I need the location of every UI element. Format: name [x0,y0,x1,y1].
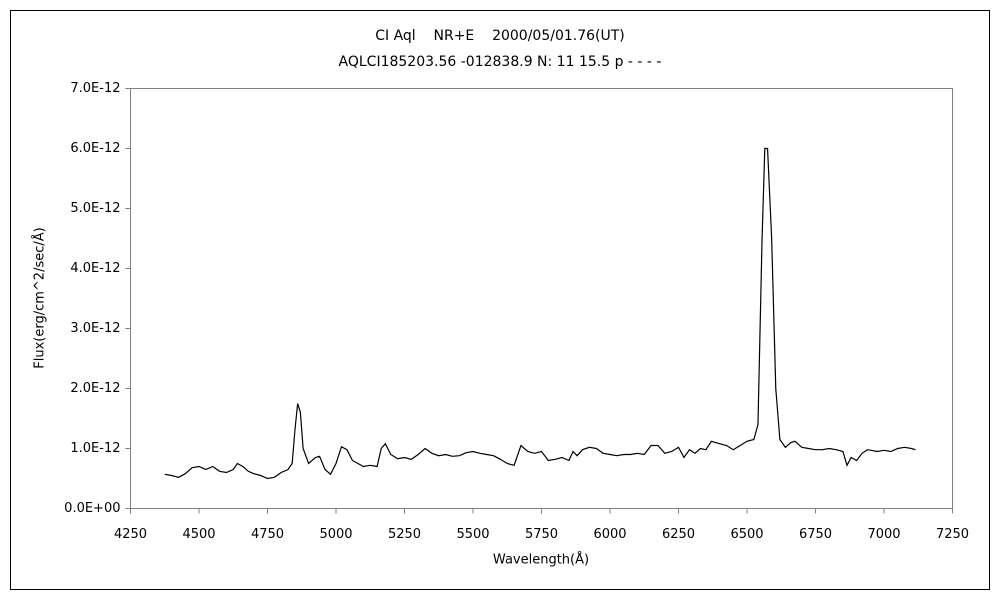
x-tick-label: 7250 [936,527,969,542]
y-tick-label: 1.0E-12 [70,441,120,456]
y-tick-label: 7.0E-12 [70,81,120,96]
x-tick-label: 5000 [319,527,352,542]
chart-title: CI Aql NR+E 2000/05/01.76(UT) [375,28,625,44]
x-tick-label: 5500 [456,527,489,542]
x-tick-label: 6750 [799,527,832,542]
y-tick-label: 6.0E-12 [70,141,120,156]
y-tick-label: 4.0E-12 [70,261,120,276]
x-tick-label: 6000 [593,527,626,542]
x-tick-label: 4750 [251,527,284,542]
chart-subtitle: AQLCI185203.56 -012838.9 N: 11 15.5 p - … [339,54,662,70]
x-tick-label: 4250 [114,527,147,542]
x-tick-label: 7000 [867,527,900,542]
x-axis-label: Wavelength(Å) [493,552,589,568]
y-axis-label: Flux(erg/cm^2/sec/Å) [32,227,48,368]
x-tick-label: 5750 [525,527,558,542]
y-tick-label: 2.0E-12 [70,381,120,396]
y-tick-label: 5.0E-12 [70,201,120,216]
x-tick-label: 5250 [388,527,421,542]
x-tick-label: 6250 [662,527,695,542]
plot-area [130,88,953,509]
x-tick-label: 4500 [182,527,215,542]
spectrum-line [164,147,916,480]
x-tick-label: 6500 [730,527,763,542]
y-tick-label: 3.0E-12 [70,321,120,336]
y-tick-label: 0.0E+00 [64,501,120,516]
